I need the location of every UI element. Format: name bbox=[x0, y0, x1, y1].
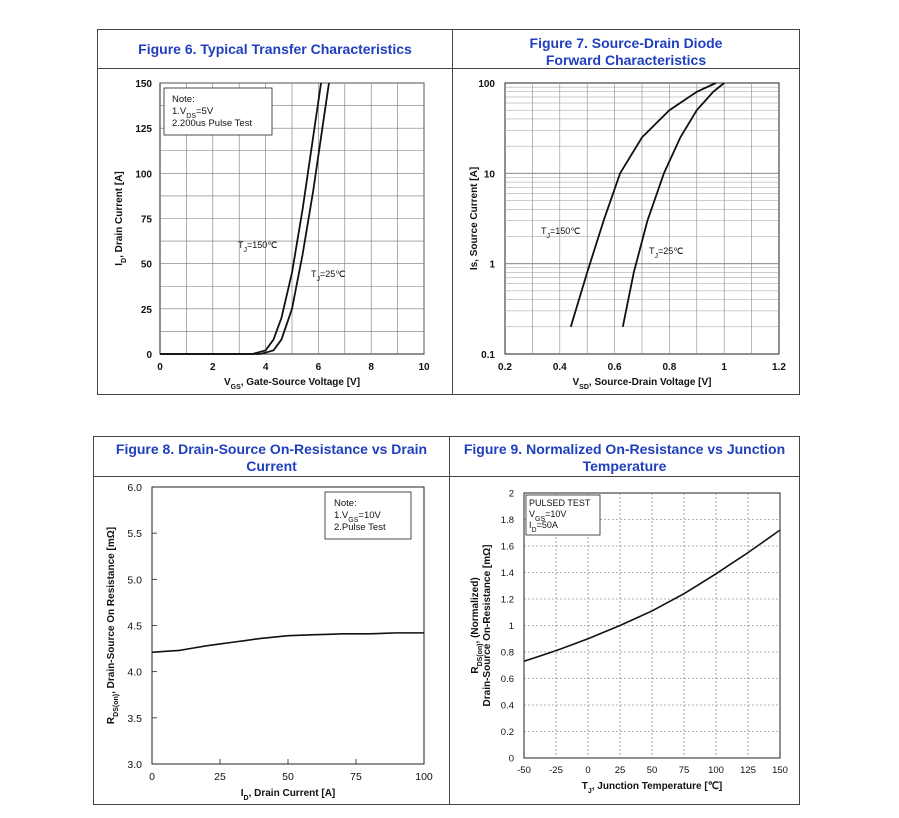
x-tick-label: 125 bbox=[740, 765, 756, 776]
y-tick-label: 6.0 bbox=[127, 482, 142, 494]
note-line-1: Note: bbox=[334, 498, 357, 509]
y-tick-label: 1 bbox=[489, 260, 495, 271]
y-tick-label: 125 bbox=[135, 124, 152, 135]
x-tick-label: 0 bbox=[157, 362, 163, 373]
x-tick-label: 75 bbox=[679, 765, 690, 776]
figure-8-chart: 0 25 50 75 100 3.0 3.5 4.0 4.5 5.0 5.5 6.0 Note:1.VG… bbox=[106, 482, 433, 802]
y-tick-label: 1.2 bbox=[501, 595, 514, 606]
y-tick-label: 4.5 bbox=[127, 621, 142, 633]
y-tick-label: 0.1 bbox=[481, 350, 495, 361]
note-line-2: 1.VDS=5V bbox=[172, 106, 214, 120]
y-tick-label: 150 bbox=[135, 79, 152, 90]
annotation-tj25: TJ=25℃ bbox=[311, 269, 345, 283]
x-tick-label: 75 bbox=[350, 771, 362, 783]
x-tick-label: 25 bbox=[214, 771, 226, 783]
x-axis-label: ID, Drain Current [A] bbox=[241, 788, 336, 802]
x-tick-label: 1.2 bbox=[772, 362, 786, 373]
y-tick-label: 1.6 bbox=[501, 542, 514, 553]
x-tick-label: 8 bbox=[368, 362, 374, 373]
x-tick-label: -25 bbox=[549, 765, 563, 776]
figure-8-panel: Figure 8. Drain-Source On-Resistance vs … bbox=[93, 436, 450, 805]
y-tick-label: 25 bbox=[141, 305, 153, 316]
note-line-3: 2.200us Pulse Test bbox=[172, 118, 252, 129]
x-tick-label: 0.4 bbox=[553, 362, 567, 373]
y-tick-label: 5.0 bbox=[127, 574, 142, 586]
annotation-tj150: TJ=150℃ bbox=[238, 240, 277, 254]
figure-9-title: Figure 9. Normalized On-Resistance vs Ju… bbox=[463, 441, 786, 474]
x-tick-label: 150 bbox=[772, 765, 788, 776]
x-axis-label: VSD, Source-Drain Voltage [V] bbox=[572, 377, 711, 391]
y-tick-label: 75 bbox=[141, 215, 153, 226]
y-tick-label: 0.8 bbox=[501, 648, 514, 659]
figure-6-panel: Figure 6. Typical Transfer Characteristi… bbox=[97, 29, 453, 395]
note-line-1: Note: bbox=[172, 94, 195, 105]
y-tick-label: 0 bbox=[146, 350, 152, 361]
x-tick-label: 50 bbox=[282, 771, 294, 783]
note-box bbox=[324, 491, 412, 540]
x-tick-label: 100 bbox=[415, 771, 433, 783]
series-line bbox=[523, 529, 781, 663]
y-tick-label: 100 bbox=[135, 169, 152, 180]
y-axis-label-line-2: Drain-Source On-Resistance [mΩ] bbox=[482, 545, 493, 707]
x-axis-label: VGS, Gate-Source Voltage [V] bbox=[224, 377, 360, 391]
note-box bbox=[163, 87, 273, 136]
figure-7-chart: 0.2 0.4 0.6 0.8 1 1.2 0.1 1 10 100 TJ=150℃ TJ=25℃ VS… bbox=[469, 79, 786, 391]
x-tick-label: 25 bbox=[615, 765, 626, 776]
x-tick-label: 1 bbox=[721, 362, 727, 373]
y-axis-label: Is, Source Current [A] bbox=[469, 167, 480, 270]
note-line-3: ID=50A bbox=[529, 520, 558, 534]
x-tick-label: 10 bbox=[418, 362, 430, 373]
y-tick-label: 5.5 bbox=[127, 528, 142, 540]
x-tick-label: 50 bbox=[647, 765, 658, 776]
figure-9-chart: -50 -25 0 25 50 75 100 125 150 0 0.2 0.4 0.6 0.8 1 1.2 1… bbox=[470, 489, 788, 795]
x-tick-label: 100 bbox=[708, 765, 724, 776]
y-axis-label-line-1: RDS(on), (Normalized) bbox=[470, 577, 484, 673]
note-line-1: PULSED TEST bbox=[529, 498, 591, 508]
x-tick-label: 0 bbox=[585, 765, 590, 776]
y-axis-label: RDS(on), Drain-Source On Resistance [mΩ] bbox=[106, 527, 120, 724]
note-line-2: VGS=10V bbox=[529, 509, 566, 523]
figure-8-title: Figure 8. Drain-Source On-Resistance vs … bbox=[115, 441, 428, 474]
series-line-tj25 bbox=[621, 82, 725, 327]
y-tick-label: 0 bbox=[509, 754, 514, 765]
x-tick-label: 0 bbox=[149, 771, 155, 783]
figure-7-panel: Figure 7. Source-Drain Diode Forward Cha… bbox=[452, 29, 800, 395]
series-line-tj150 bbox=[569, 82, 717, 328]
x-tick-label: -50 bbox=[517, 765, 531, 776]
y-axis-label: ID, Drain Current [A] bbox=[114, 171, 128, 266]
y-tick-label: 1.4 bbox=[501, 568, 514, 579]
note-box bbox=[525, 494, 601, 536]
annotation-tj150: TJ=150℃ bbox=[541, 226, 580, 240]
y-tick-label: 0.2 bbox=[501, 727, 514, 738]
figure-6-chart: 0 2 4 6 8 100255075100125150TJ=150℃TJ=25℃Note… bbox=[114, 79, 430, 391]
x-tick-label: 0.6 bbox=[608, 362, 622, 373]
y-tick-label: 1.8 bbox=[501, 515, 514, 526]
figure-9-panel: Figure 9. Normalized On-Resistance vs Ju… bbox=[449, 436, 800, 805]
y-tick-label: 4.0 bbox=[127, 667, 142, 679]
x-tick-label: 0.8 bbox=[662, 362, 676, 373]
y-tick-label: 100 bbox=[478, 79, 495, 90]
y-tick-label: 0.4 bbox=[501, 701, 514, 712]
series-line-tj25 bbox=[160, 82, 330, 355]
x-tick-label: 2 bbox=[210, 362, 216, 373]
note-line-2: 1.VGS=10V bbox=[334, 510, 382, 524]
figure-6-title: Figure 6. Typical Transfer Characteristi… bbox=[138, 41, 412, 57]
y-tick-label: 3.5 bbox=[127, 713, 142, 725]
x-tick-label: 4 bbox=[263, 362, 269, 373]
series-line-tj150 bbox=[160, 82, 322, 355]
y-tick-label: 0.6 bbox=[501, 674, 514, 685]
annotation-tj25: TJ=25℃ bbox=[649, 246, 683, 260]
y-tick-label: 3.0 bbox=[127, 759, 142, 771]
y-tick-label: 50 bbox=[141, 260, 153, 271]
x-tick-label: 6 bbox=[316, 362, 322, 373]
y-tick-label: 10 bbox=[484, 169, 496, 180]
y-tick-label: 2 bbox=[509, 489, 514, 500]
x-tick-label: 0.2 bbox=[498, 362, 512, 373]
note-line-3: 2.Pulse Test bbox=[334, 522, 386, 533]
y-tick-label: 1 bbox=[509, 621, 514, 632]
series-line bbox=[151, 632, 424, 654]
figure-7-title: Figure 7. Source-Drain Diode Forward Cha… bbox=[529, 35, 723, 68]
x-axis-label: TJ, Junction Temperature [℃] bbox=[582, 781, 723, 795]
